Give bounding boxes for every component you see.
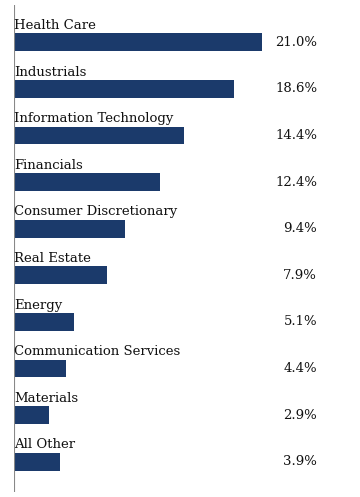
Text: Financials: Financials [14,159,83,172]
Text: Communication Services: Communication Services [14,345,181,358]
Bar [14,453,60,471]
Text: 7.9%: 7.9% [283,269,317,282]
Bar [14,266,108,284]
Bar [14,127,184,144]
Text: 14.4%: 14.4% [275,129,317,142]
Text: Real Estate: Real Estate [14,252,91,265]
Text: 18.6%: 18.6% [275,83,317,95]
Text: Consumer Discretionary: Consumer Discretionary [14,205,177,219]
Text: 5.1%: 5.1% [284,316,317,329]
Bar [14,313,75,331]
Text: 21.0%: 21.0% [275,36,317,49]
Bar [14,33,262,51]
Bar [14,220,125,238]
Text: All Other: All Other [14,438,76,451]
Text: 3.9%: 3.9% [283,455,317,468]
Text: Materials: Materials [14,392,78,405]
Text: 2.9%: 2.9% [283,409,317,421]
Bar [14,80,234,98]
Text: Health Care: Health Care [14,19,96,32]
Text: Industrials: Industrials [14,66,87,79]
Bar [14,360,66,377]
Bar [14,173,161,191]
Text: 12.4%: 12.4% [275,175,317,188]
Text: Energy: Energy [14,299,63,312]
Text: 4.4%: 4.4% [284,362,317,375]
Text: 9.4%: 9.4% [283,222,317,235]
Bar [14,406,49,424]
Text: Information Technology: Information Technology [14,112,174,125]
